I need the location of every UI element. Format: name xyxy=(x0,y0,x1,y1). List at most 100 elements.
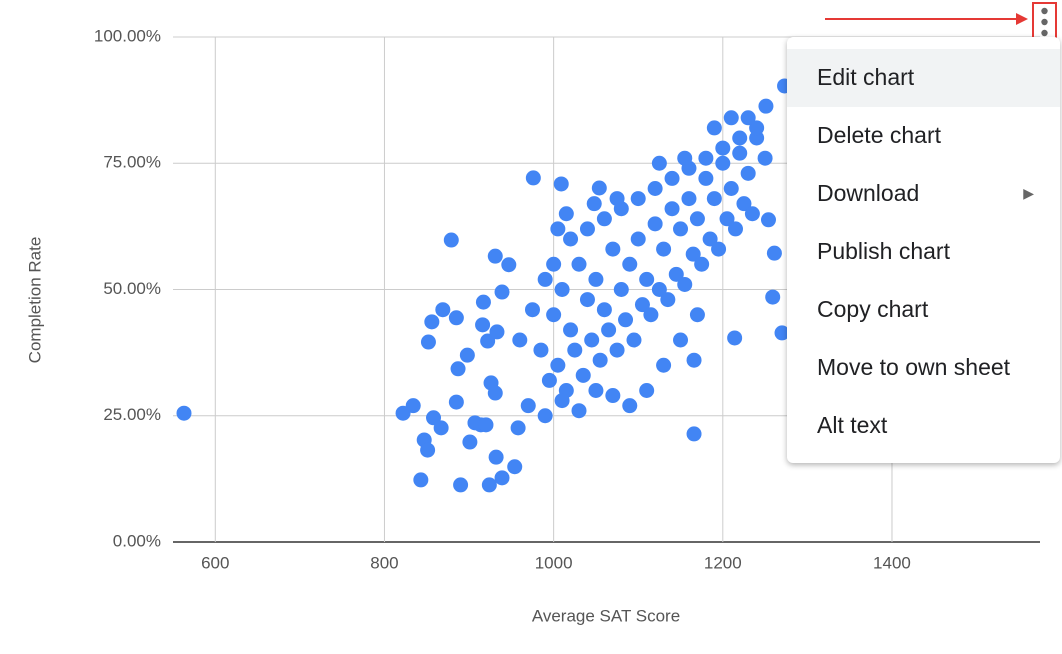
menu-item-label: Publish chart xyxy=(817,238,950,264)
point xyxy=(537,408,553,424)
y-tick-label: 75.00% xyxy=(103,153,161,172)
points xyxy=(176,78,793,493)
point xyxy=(758,98,774,114)
arrow-head xyxy=(1016,13,1028,25)
point xyxy=(579,292,595,308)
point xyxy=(715,140,731,156)
point xyxy=(643,307,659,323)
point xyxy=(575,367,591,383)
point xyxy=(550,357,566,373)
point xyxy=(630,191,646,207)
point xyxy=(494,470,510,486)
point xyxy=(489,324,505,340)
menu-item[interactable]: Alt text xyxy=(787,397,1060,455)
y-tick-label: 0.00% xyxy=(113,531,161,550)
point xyxy=(592,352,608,368)
point xyxy=(596,302,612,318)
menu-item-label: Edit chart xyxy=(817,64,915,90)
point xyxy=(651,282,667,297)
point xyxy=(571,256,587,272)
point xyxy=(698,150,714,166)
point xyxy=(462,434,478,450)
point xyxy=(558,206,574,222)
menu-item[interactable]: Move to own sheet xyxy=(787,339,1060,397)
point xyxy=(591,180,607,196)
menu-item-label: Copy chart xyxy=(817,296,929,322)
point xyxy=(668,266,684,282)
point xyxy=(507,459,523,475)
point xyxy=(487,248,503,264)
point xyxy=(433,420,449,436)
point xyxy=(563,231,579,247)
point xyxy=(512,332,528,348)
point xyxy=(715,155,731,171)
point xyxy=(571,403,587,419)
point xyxy=(639,271,655,287)
y-axis-title: Completion Rate xyxy=(25,237,44,364)
point xyxy=(494,284,510,300)
point xyxy=(609,342,625,358)
point xyxy=(681,191,697,207)
point xyxy=(601,322,617,338)
point xyxy=(639,383,655,398)
y-tick-label: 50.00% xyxy=(103,279,161,298)
point xyxy=(537,271,553,287)
point xyxy=(749,120,765,136)
point xyxy=(766,245,782,261)
point xyxy=(677,276,693,292)
point xyxy=(596,211,612,227)
point xyxy=(546,256,562,272)
point xyxy=(723,181,739,196)
point xyxy=(618,312,634,328)
menu-item[interactable]: Download ▶ xyxy=(787,165,1060,223)
menu-item[interactable]: Delete chart xyxy=(787,107,1060,165)
point xyxy=(533,342,549,358)
point xyxy=(656,357,672,373)
kebab-dot xyxy=(1041,7,1048,15)
point xyxy=(448,310,464,326)
point xyxy=(760,212,776,228)
point xyxy=(660,292,676,308)
point xyxy=(450,361,466,377)
point xyxy=(706,191,722,207)
point xyxy=(554,393,570,409)
point xyxy=(480,333,496,349)
y-tick-label: 25.00% xyxy=(103,405,161,424)
point xyxy=(740,110,756,126)
kebab-dot xyxy=(1041,18,1048,26)
point xyxy=(656,241,672,257)
point xyxy=(647,181,663,196)
point xyxy=(732,130,748,146)
menu-item[interactable]: Publish chart xyxy=(787,223,1060,281)
x-tick-label: 1400 xyxy=(873,553,911,572)
x-tick-label: 800 xyxy=(370,553,398,572)
menu-item-label: Delete chart xyxy=(817,122,942,148)
point xyxy=(630,231,646,247)
point xyxy=(453,477,469,493)
point xyxy=(584,332,600,348)
point xyxy=(622,256,638,272)
point xyxy=(727,330,743,346)
x-tick-label: 600 xyxy=(201,553,229,572)
point xyxy=(546,307,562,323)
point xyxy=(478,417,494,433)
menu-item[interactable]: Copy chart xyxy=(787,281,1060,339)
point xyxy=(689,211,705,227)
point xyxy=(634,297,650,313)
point xyxy=(475,317,491,333)
point xyxy=(736,196,752,212)
menu-item[interactable]: Edit chart xyxy=(787,49,1060,107)
x-axis-title: Average SAT Score xyxy=(532,606,680,625)
point xyxy=(664,170,680,186)
point xyxy=(723,110,739,126)
point xyxy=(520,398,536,414)
point xyxy=(579,221,595,237)
point xyxy=(475,294,491,310)
point xyxy=(605,388,621,404)
point xyxy=(567,342,583,358)
point xyxy=(765,289,781,305)
point xyxy=(677,150,693,166)
point xyxy=(732,145,748,161)
point xyxy=(698,170,714,186)
